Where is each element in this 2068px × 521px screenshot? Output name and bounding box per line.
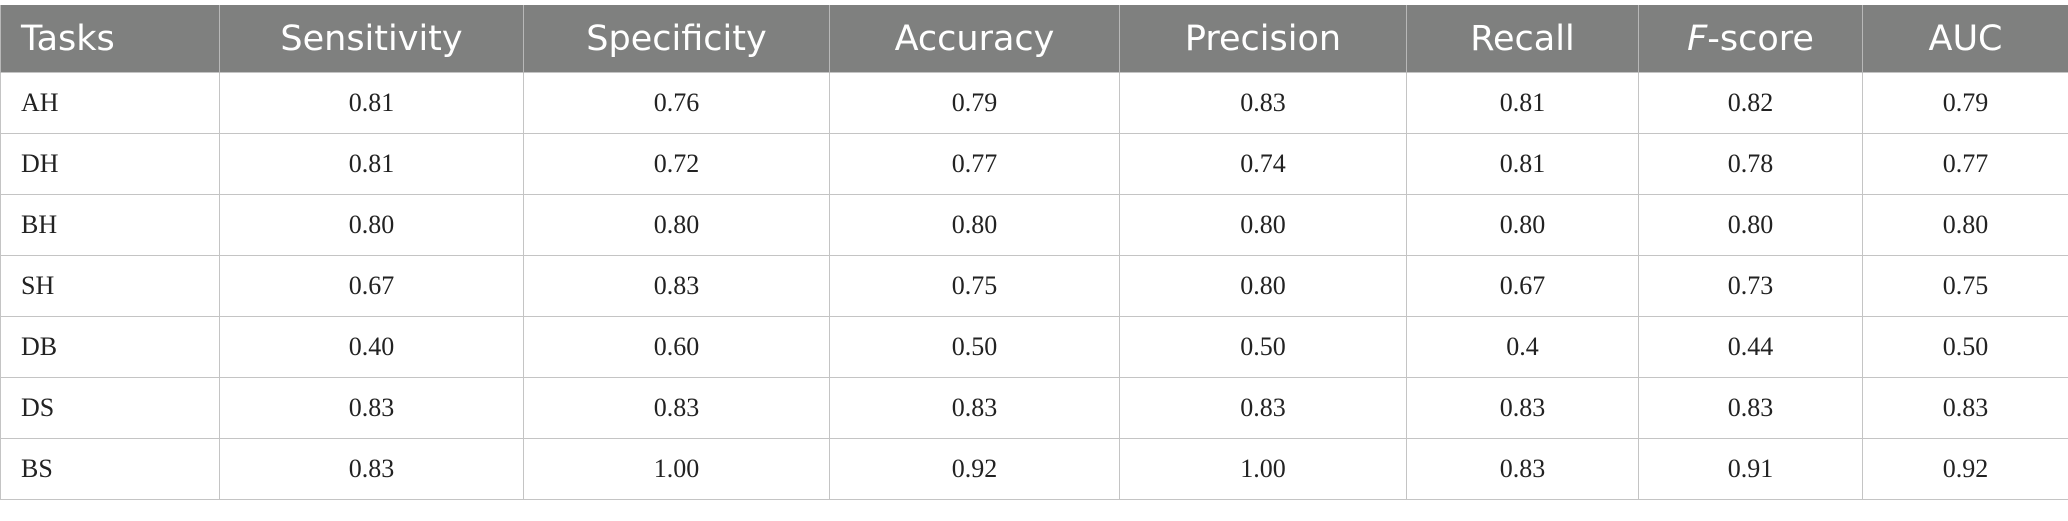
cell-specificity: 0.76 (523, 72, 830, 134)
cell-accuracy: 0.50 (829, 316, 1120, 378)
cell-specificity: 0.83 (523, 377, 830, 439)
cell-fscore: 0.80 (1638, 194, 1863, 256)
cell-sensitivity: 0.83 (219, 377, 524, 439)
cell-task: DB (0, 316, 220, 378)
header-sensitivity: Sensitivity (219, 5, 524, 73)
cell-recall: 0.67 (1406, 255, 1639, 317)
cell-precision: 0.83 (1119, 72, 1407, 134)
cell-recall: 0.83 (1406, 377, 1639, 439)
cell-task: BS (0, 438, 220, 500)
results-table: Tasks Sensitivity Specificity Accuracy P… (0, 5, 2068, 500)
table-row: DB 0.40 0.60 0.50 0.50 0.4 0.44 0.50 (0, 316, 2068, 378)
header-recall: Recall (1406, 5, 1639, 73)
cell-auc: 0.77 (1862, 133, 2068, 195)
cell-fscore: 0.91 (1638, 438, 1863, 500)
cell-specificity: 0.72 (523, 133, 830, 195)
cell-specificity: 0.83 (523, 255, 830, 317)
table-body: AH 0.81 0.76 0.79 0.83 0.81 0.82 0.79 DH 0.81 0.72… (0, 72, 2068, 500)
header-fscore-italic: F (1687, 18, 1708, 59)
cell-task: BH (0, 194, 220, 256)
header-fscore: F-score (1638, 5, 1863, 73)
cell-accuracy: 0.80 (829, 194, 1120, 256)
header-auc: AUC (1862, 5, 2068, 73)
header-accuracy: Accuracy (829, 5, 1120, 73)
cell-task: DS (0, 377, 220, 439)
header-precision: Precision (1119, 5, 1407, 73)
cell-precision: 0.80 (1119, 194, 1407, 256)
cell-auc: 0.75 (1862, 255, 2068, 317)
cell-specificity: 0.80 (523, 194, 830, 256)
cell-auc: 0.79 (1862, 72, 2068, 134)
table-row: BS 0.83 1.00 0.92 1.00 0.83 0.91 0.92 (0, 438, 2068, 500)
cell-task: AH (0, 72, 220, 134)
header-tasks: Tasks (0, 5, 220, 73)
cell-fscore: 0.73 (1638, 255, 1863, 317)
cell-precision: 0.74 (1119, 133, 1407, 195)
cell-accuracy: 0.77 (829, 133, 1120, 195)
table-row: DH 0.81 0.72 0.77 0.74 0.81 0.78 0.77 (0, 133, 2068, 195)
cell-specificity: 0.60 (523, 316, 830, 378)
cell-recall: 0.81 (1406, 72, 1639, 134)
cell-auc: 0.80 (1862, 194, 2068, 256)
cell-precision: 0.80 (1119, 255, 1407, 317)
cell-specificity: 1.00 (523, 438, 830, 500)
cell-accuracy: 0.79 (829, 72, 1120, 134)
cell-auc: 0.50 (1862, 316, 2068, 378)
results-table-container: Tasks Sensitivity Specificity Accuracy P… (0, 5, 2068, 500)
cell-accuracy: 0.75 (829, 255, 1120, 317)
table-row: AH 0.81 0.76 0.79 0.83 0.81 0.82 0.79 (0, 72, 2068, 134)
cell-precision: 1.00 (1119, 438, 1407, 500)
cell-recall: 0.4 (1406, 316, 1639, 378)
cell-sensitivity: 0.80 (219, 194, 524, 256)
cell-sensitivity: 0.40 (219, 316, 524, 378)
cell-accuracy: 0.92 (829, 438, 1120, 500)
table-row: DS 0.83 0.83 0.83 0.83 0.83 0.83 0.83 (0, 377, 2068, 439)
cell-task: DH (0, 133, 220, 195)
header-row: Tasks Sensitivity Specificity Accuracy P… (0, 5, 2068, 73)
cell-recall: 0.81 (1406, 133, 1639, 195)
cell-accuracy: 0.83 (829, 377, 1120, 439)
table-row: SH 0.67 0.83 0.75 0.80 0.67 0.73 0.75 (0, 255, 2068, 317)
cell-auc: 0.83 (1862, 377, 2068, 439)
cell-task: SH (0, 255, 220, 317)
cell-precision: 0.50 (1119, 316, 1407, 378)
cell-fscore: 0.78 (1638, 133, 1863, 195)
cell-auc: 0.92 (1862, 438, 2068, 500)
table-row: BH 0.80 0.80 0.80 0.80 0.80 0.80 0.80 (0, 194, 2068, 256)
cell-fscore: 0.44 (1638, 316, 1863, 378)
cell-sensitivity: 0.81 (219, 133, 524, 195)
cell-recall: 0.83 (1406, 438, 1639, 500)
cell-sensitivity: 0.67 (219, 255, 524, 317)
cell-precision: 0.83 (1119, 377, 1407, 439)
cell-recall: 0.80 (1406, 194, 1639, 256)
cell-fscore: 0.83 (1638, 377, 1863, 439)
cell-sensitivity: 0.83 (219, 438, 524, 500)
cell-fscore: 0.82 (1638, 72, 1863, 134)
header-specificity: Specificity (523, 5, 830, 73)
cell-sensitivity: 0.81 (219, 72, 524, 134)
header-fscore-rest: -score (1707, 18, 1814, 59)
